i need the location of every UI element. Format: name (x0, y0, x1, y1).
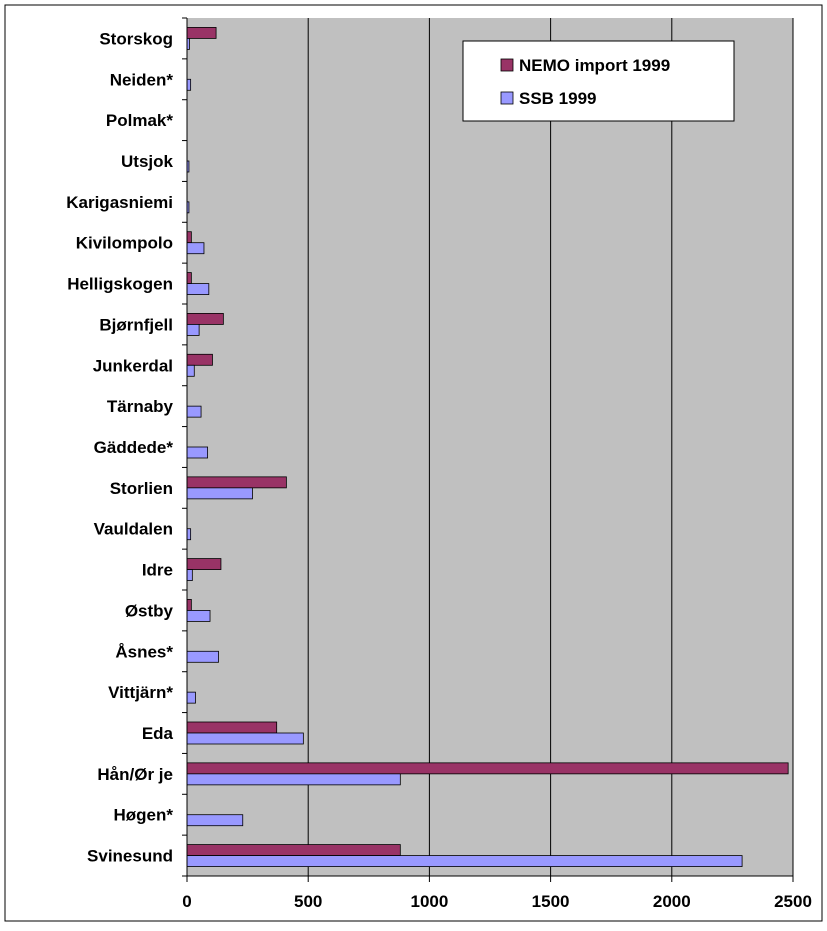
category-label: Gäddede* (94, 438, 174, 457)
bar-ssb (186, 773, 401, 786)
bar-ssb (186, 732, 304, 745)
category-label: Svinesund (87, 847, 173, 866)
legend: NEMO import 1999 SSB 1999 (462, 40, 735, 122)
x-tick-label: 2500 (774, 892, 812, 911)
bar-ssb (186, 283, 210, 295)
bar-ssb (186, 855, 743, 867)
category-label: Storskog (99, 29, 173, 48)
category-label: Junkerdal (93, 356, 173, 375)
bar-ssb (186, 569, 193, 581)
category-label: Neiden* (110, 70, 174, 89)
category-label: Tärnaby (107, 397, 174, 416)
category-label: Eda (142, 724, 174, 743)
bar-nemo (186, 231, 192, 244)
bar-nemo (186, 762, 789, 775)
category-label: Storlien (110, 479, 173, 498)
legend-label: NEMO import 1999 (519, 56, 670, 75)
legend-box (462, 40, 735, 122)
x-tick-label: 1500 (532, 892, 570, 911)
bar-ssb (186, 242, 205, 255)
bar-ssb (186, 405, 202, 418)
plot-area (187, 18, 793, 876)
category-label: Idre (142, 561, 173, 580)
bar-ssb (186, 78, 192, 91)
category-labels: Storskog Neiden* Polmak* Utsjok Karigasniemi… (66, 29, 173, 865)
axes (182, 17, 794, 882)
bar-ssb (186, 528, 192, 541)
bar-ssb (186, 650, 219, 663)
gridlines (307, 18, 794, 876)
bar-nemo (186, 27, 217, 39)
bar-nemo (186, 558, 222, 570)
legend-swatch (500, 58, 514, 72)
category-label: Høgen* (114, 806, 174, 825)
category-label: Helligskogen (67, 275, 173, 294)
bar-ssb (186, 487, 253, 500)
bar-nemo (186, 272, 192, 284)
x-tick-label: 1000 (410, 892, 448, 911)
x-tick-label: 500 (294, 892, 322, 911)
bar-nemo (186, 353, 213, 366)
x-tick-label: 2000 (653, 892, 691, 911)
bar-nemo (186, 721, 278, 734)
category-label: Vittjärn* (108, 683, 173, 702)
legend-swatch (500, 91, 514, 105)
x-tick-labels: 0 500 1000 1500 2000 2500 (182, 892, 812, 911)
bar-nemo (186, 844, 401, 856)
bar-ssb (186, 610, 211, 622)
category-label: Vauldalen (94, 520, 173, 539)
category-label: Østby (125, 601, 174, 620)
bar-nemo (186, 313, 224, 325)
bar-ssb (186, 814, 244, 827)
category-label: Bjørnfjell (99, 315, 173, 334)
bar-nemo (186, 599, 192, 611)
bar-ssb (186, 691, 196, 704)
bar-nemo (186, 476, 287, 489)
category-label: Karigasniemi (66, 193, 173, 212)
bars (186, 27, 789, 867)
x-tick-label: 0 (182, 892, 191, 911)
bar-ssb (186, 324, 200, 336)
bar-ssb (186, 446, 209, 459)
category-label: Hån/Ør je (97, 765, 173, 784)
category-label: Utsjok (121, 152, 174, 171)
category-label: Kivilompolo (76, 234, 173, 253)
category-label: Polmak* (106, 111, 173, 130)
category-label: Åsnes* (115, 642, 173, 661)
bar-ssb (186, 364, 195, 377)
legend-label: SSB 1999 (519, 89, 597, 108)
